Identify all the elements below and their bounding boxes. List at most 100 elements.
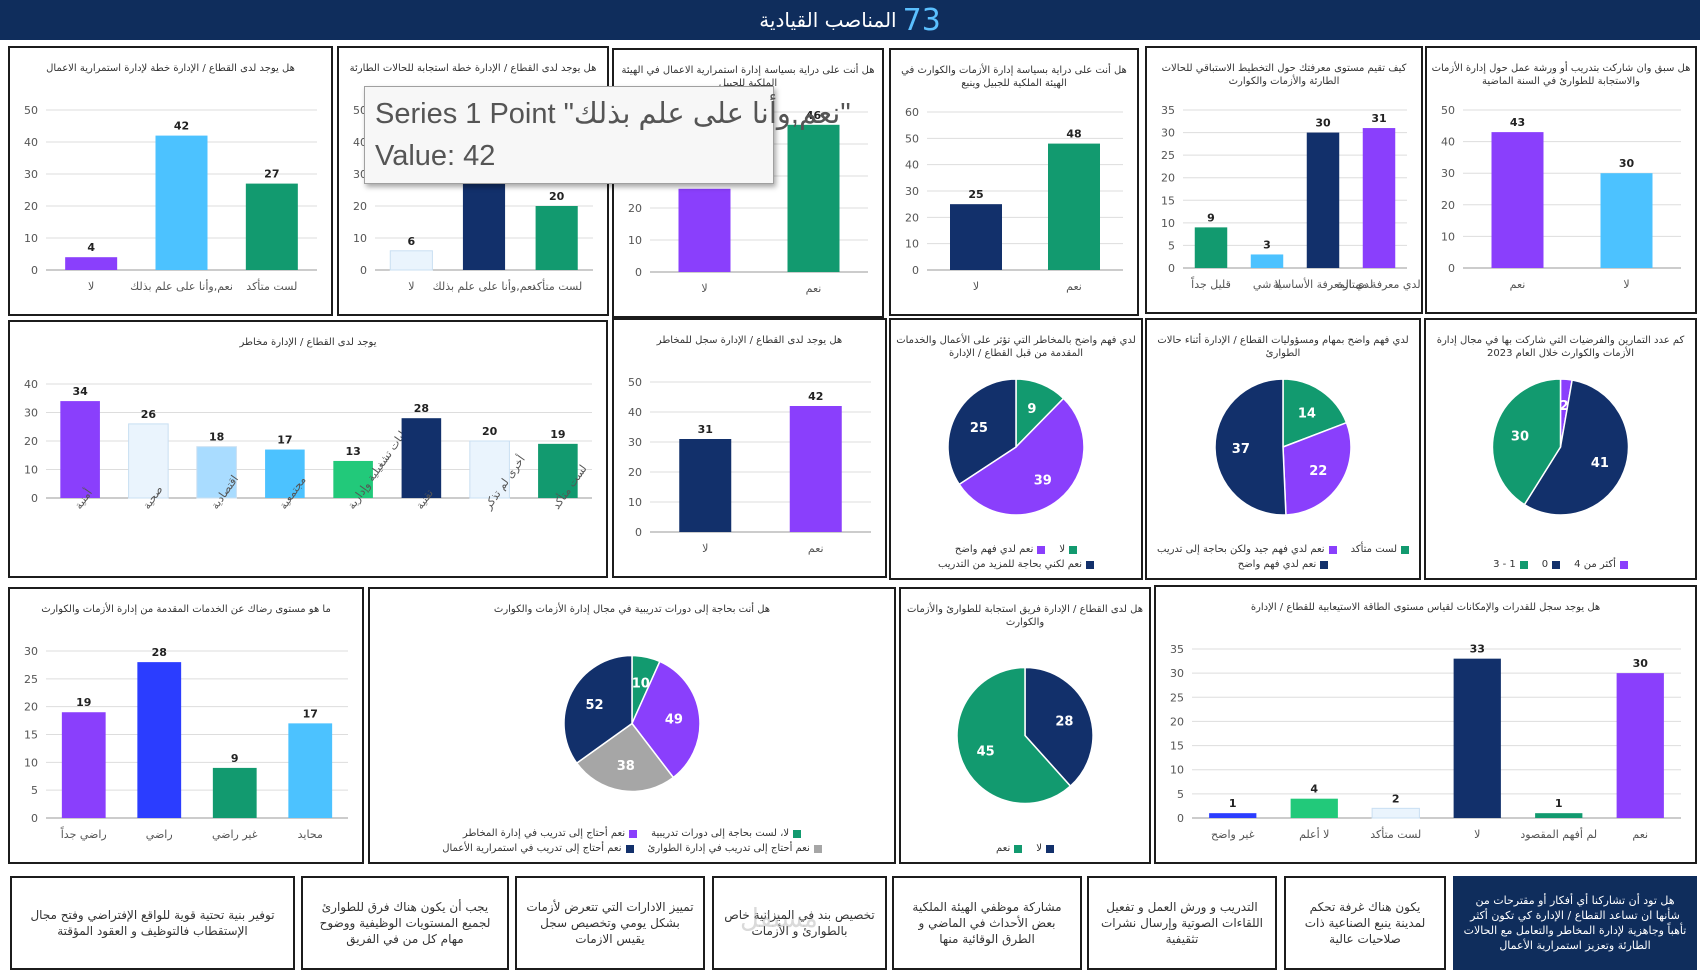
chart-panel[interactable]: 0 5 10 15 20 25 30 35 1 غير واضح 4 لا أعلم 2 لست متأك… — [1154, 585, 1697, 864]
legend-item: نعم أحتاج إلى تدريب في إدارة المخاطر — [462, 828, 638, 839]
legend-swatch — [1320, 560, 1329, 569]
legend-swatch — [1401, 545, 1409, 554]
data-label: 34 — [72, 385, 88, 398]
data-label: 30 — [1511, 429, 1529, 444]
data-label: 10 — [632, 676, 650, 691]
pie-slice — [1214, 378, 1287, 516]
suggestion-text: يكون هناك غرفة تحكم لمدينة ينبع الصناعية… — [1304, 900, 1426, 946]
data-label: 26 — [141, 408, 157, 421]
y-tick-label: 30 — [628, 436, 642, 449]
chart-panel[interactable]: 28 45 لا نعم هل لدى القطاع / الإدارة فريق اس… — [899, 587, 1151, 864]
chart-panel[interactable]: 10 49 38 52 لا، لست بحاجة إلى دورات تدريبية ن… — [368, 587, 896, 864]
data-label: 22 — [1309, 464, 1327, 479]
bar — [60, 401, 100, 498]
bar — [288, 723, 333, 818]
legend-swatch — [793, 829, 802, 838]
data-label: 9 — [1207, 211, 1215, 224]
x-tick-label: نعم — [1510, 278, 1526, 291]
legend-label: نعم أحتاج إلى تدريب في إدارة المخاطر — [462, 828, 626, 839]
y-tick-label: 0 — [360, 264, 367, 277]
x-tick-label: راضي — [146, 828, 173, 841]
y-tick-label: 10 — [628, 496, 642, 509]
legend-swatch — [1069, 545, 1078, 554]
y-tick-label: 20 — [1441, 199, 1455, 212]
chart-panel[interactable]: 9 39 25 لا نعم لدي فهم واضح نعم لكني بحاجة لل… — [889, 318, 1143, 580]
data-label: 9 — [1027, 402, 1036, 417]
chart-panel[interactable]: 0 10 20 30 40 50 60 25 لا 48 نعم هل أنت على دراية ب… — [889, 48, 1139, 316]
suggestion-box: التدريب و ورش العمل و تفعيل اللقاءات الص… — [1087, 876, 1277, 970]
y-tick-label: 15 — [1170, 740, 1184, 753]
bar — [1290, 798, 1338, 818]
data-label: 37 — [1232, 442, 1250, 457]
chart-title: ما هو مستوى رضاك عن الخدمات المقدمة من إ… — [41, 604, 331, 615]
pie-chart: 14 22 37 — [1214, 378, 1352, 516]
chart-title: هل يوجد سجل للقدرات والإمكانات لقياس مست… — [1250, 602, 1601, 613]
suggestion-box: مشاركة موظفي الهيئة الملكية بعض الأحداث … — [892, 876, 1082, 970]
chart-panel[interactable]: 0 10 20 30 40 34 أمنية 26 صحية 18 اقتصادية 17 مجتمعي… — [8, 320, 608, 578]
bar — [245, 183, 298, 270]
data-label: 39 — [1034, 474, 1052, 489]
x-tick-label: لا — [973, 280, 979, 293]
data-label: 27 — [264, 168, 279, 181]
y-tick-label: 40 — [1441, 136, 1455, 149]
legend-item: لا — [1059, 544, 1078, 555]
legend-item: نعم أحتاج إلى تدريب في إدارة الطوارئ — [648, 843, 822, 854]
x-tick-label: لا — [1623, 278, 1629, 291]
y-tick-label: 10 — [24, 464, 38, 477]
chart-panel[interactable]: 0 5 10 15 20 25 30 35 9 قليل جداً 3 لا شي 30 لدي المع… — [1145, 46, 1423, 314]
y-tick-label: 5 — [1177, 788, 1184, 801]
y-tick-label: 30 — [1170, 667, 1184, 680]
chart-legend: لا نعم — [907, 843, 1143, 854]
data-label: 17 — [277, 434, 292, 447]
chart-panel[interactable]: 0 10 20 30 40 50 4 لا 42 نعم,وأنا على علم بذلك 27 ل… — [8, 46, 333, 316]
legend-item: نعم أحتاج إلى تدريب في استمرارية الأعمال — [442, 843, 634, 854]
suggestions-question-text: هل تود أن تشاركنا أي أفكار أو مقترحات من… — [1463, 894, 1687, 952]
data-label: 45 — [977, 745, 995, 760]
data-label: 30 — [1315, 117, 1331, 130]
y-tick-label: 20 — [1170, 715, 1184, 728]
data-label: 41 — [1591, 456, 1609, 471]
chart-panel[interactable]: 0 5 10 15 20 25 30 19 راضي جداً 28 راضي 9 غير راضي 17… — [8, 587, 364, 864]
data-label: 4 — [87, 241, 95, 254]
y-tick-label: 15 — [1161, 194, 1175, 207]
y-tick-label: 0 — [912, 264, 919, 277]
tooltip-series-line: Series 1 Point "نعم,وأنا على علم بذلك" — [375, 98, 851, 130]
chart-title: هل سبق وان شاركت بتدريب أو ورشة عمل حول … — [1431, 63, 1691, 87]
bar — [1306, 132, 1340, 268]
y-tick-label: 5 — [1168, 239, 1175, 252]
y-tick-label: 0 — [635, 266, 642, 279]
bar — [1616, 673, 1664, 818]
bar — [212, 767, 257, 818]
bar — [128, 423, 169, 499]
chart-panel[interactable]: 0 10 20 30 40 50 31 لا 42 نعم هل يوجد لدى القطاع /… — [612, 318, 887, 578]
bar — [1371, 807, 1420, 819]
tooltip-value-line: Value: 42 — [375, 140, 496, 172]
data-label: 4 — [1310, 783, 1318, 796]
pie-slice — [1024, 666, 1094, 788]
data-label: 25 — [970, 421, 988, 436]
y-tick-label: 10 — [1161, 217, 1175, 230]
bar — [196, 446, 237, 499]
suggestion-text: التدريب و ورش العمل و تفعيل اللقاءات الص… — [1100, 900, 1264, 946]
chart-panel[interactable]: 2 41 30 أكثر من 4 0 1 - 3 كم عدد التمارين والف… — [1424, 318, 1697, 580]
chart-title: لدي فهم واضح بالمخاطر التي تؤثر على الأع… — [896, 335, 1136, 359]
y-tick-label: 10 — [24, 756, 38, 769]
y-tick-label: 10 — [628, 234, 642, 247]
chart-panel[interactable]: 14 22 37 لست متأكد نعم لدي فهم جيد ولكن بحاج… — [1145, 318, 1421, 580]
data-label: 19 — [550, 428, 565, 441]
y-tick-label: 50 — [1441, 104, 1455, 117]
chart-legend: لا، لست بحاجة إلى دورات تدريبية نعم أحتاج… — [376, 828, 888, 854]
x-tick-label: لست متأكد — [246, 278, 297, 293]
chart-title: هل يوجد لدى القطاع / الإدارة سجل للمخاطر — [656, 335, 843, 346]
y-tick-label: 20 — [628, 202, 642, 215]
pie-slice — [563, 654, 633, 765]
bar — [1194, 227, 1228, 268]
y-tick-label: 0 — [1177, 812, 1184, 825]
legend-item: نعم لدي فهم واضح — [955, 544, 1046, 555]
legend-item: نعم لدي فهم واضح — [1238, 559, 1329, 570]
x-tick-label: لم أفهم المقصود — [1520, 827, 1597, 841]
legend-label: 1 - 3 — [1493, 559, 1516, 570]
chart-panel[interactable]: 0 10 20 30 40 50 43 نعم 30 لا هل سبق وان شاركت بتد… — [1425, 46, 1697, 314]
y-tick-label: 5 — [31, 784, 38, 797]
suggestions-question: هل تود أن تشاركنا أي أفكار أو مقترحات من… — [1453, 876, 1697, 970]
